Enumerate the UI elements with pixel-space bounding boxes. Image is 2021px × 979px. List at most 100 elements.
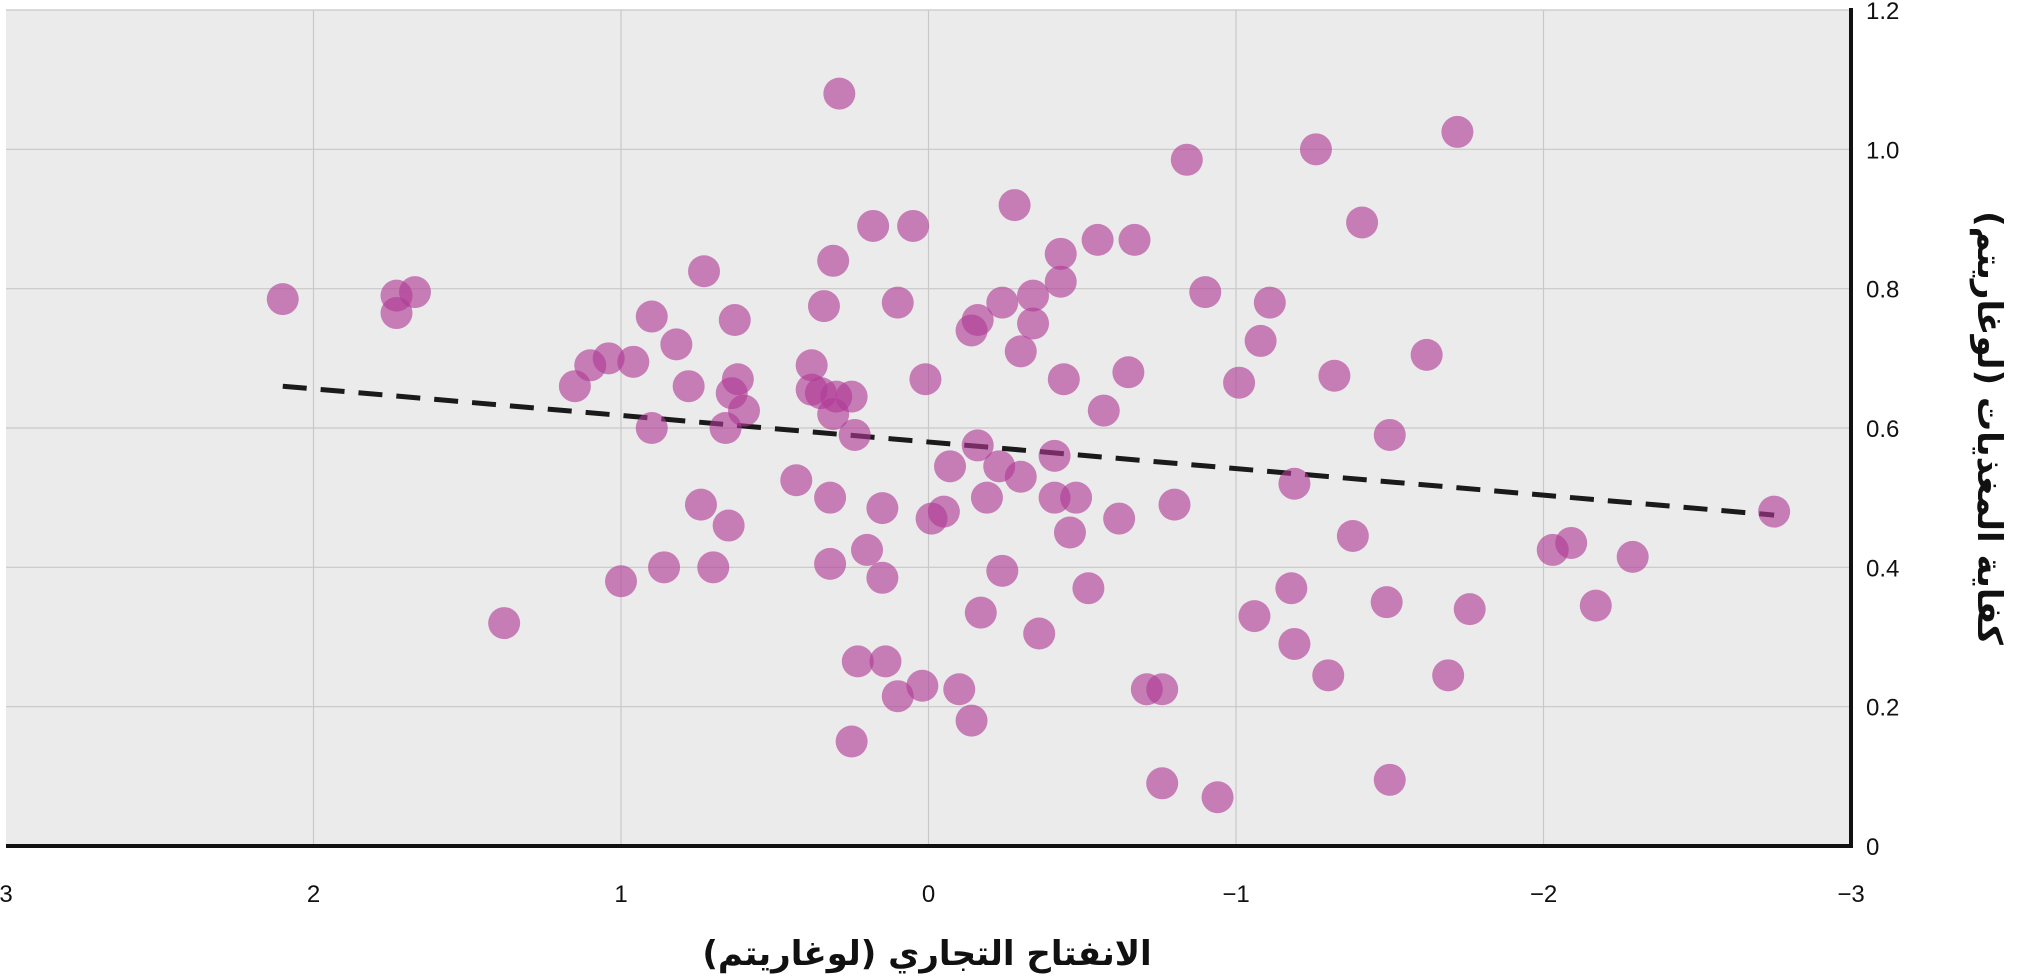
y-tick-label: 0.2: [1866, 695, 1899, 722]
data-point: [1023, 617, 1056, 650]
data-point: [1044, 265, 1077, 298]
data-point: [1373, 763, 1406, 796]
data-point: [1616, 540, 1649, 573]
data-point: [823, 77, 856, 110]
data-point: [728, 394, 760, 427]
data-point: [592, 342, 625, 375]
data-point: [1299, 133, 1332, 166]
data-point: [1336, 519, 1369, 552]
data-point: [605, 565, 637, 598]
data-point: [927, 495, 960, 528]
data-point: [1312, 659, 1345, 692]
data-point: [1072, 572, 1105, 605]
data-point: [635, 412, 668, 444]
data-point: [814, 547, 847, 580]
data-point: [672, 370, 705, 403]
data-point: [1555, 526, 1588, 559]
y-tick-label: 0.4: [1866, 555, 1899, 582]
data-point: [1170, 143, 1203, 176]
data-point: [1579, 589, 1612, 622]
y-tick-labels: 0 0.2 0.4 0.6 0.8 1.0 1.2: [1866, 0, 1899, 861]
data-point: [961, 304, 994, 337]
data-point: [795, 349, 828, 382]
y-axis-title: كفاية المغذيات (لوغاريتم): [1969, 211, 2009, 645]
x-tick-label: 1: [614, 881, 627, 908]
data-point: [835, 725, 868, 758]
data-point: [866, 492, 899, 525]
y-tick-label: 0: [1866, 834, 1879, 861]
y-tick-label: 0.6: [1866, 416, 1899, 443]
data-point: [1189, 276, 1222, 309]
data-point: [398, 276, 431, 309]
data-point: [1201, 781, 1234, 814]
data-point: [881, 286, 914, 319]
data-point: [1118, 223, 1151, 256]
data-point: [1053, 516, 1086, 549]
data-point: [1410, 338, 1443, 371]
x-tick-label: 0: [922, 881, 935, 908]
data-point: [1244, 324, 1277, 357]
data-point: [1370, 586, 1403, 619]
data-point: [866, 561, 899, 594]
data-point: [1373, 418, 1406, 451]
data-point: [857, 209, 890, 242]
y-tick-label: 0.8: [1866, 277, 1899, 304]
y-tick-label: 1.0: [1866, 137, 1899, 164]
data-point: [684, 488, 717, 521]
data-point: [835, 380, 868, 413]
data-point: [1081, 223, 1114, 256]
data-point: [838, 418, 871, 451]
data-point: [712, 509, 745, 542]
data-point: [1158, 488, 1191, 521]
data-point: [1253, 286, 1286, 319]
trendline-group: [282, 383, 1775, 518]
data-point: [814, 481, 847, 514]
data-point: [906, 669, 939, 702]
data-point: [648, 551, 681, 584]
x-tick-label: −2: [1530, 881, 1557, 908]
data-point: [807, 290, 840, 323]
data-point: [1318, 359, 1351, 392]
data-point: [1112, 356, 1145, 389]
data-point: [986, 286, 1019, 319]
data-point: [1004, 460, 1037, 493]
data-point: [869, 645, 902, 678]
data-point: [718, 304, 751, 337]
data-point: [1047, 363, 1080, 396]
data-point: [1017, 307, 1050, 340]
data-point: [851, 533, 883, 566]
data-point: [1223, 366, 1256, 399]
data-point: [488, 607, 521, 640]
data-point: [1017, 279, 1050, 312]
data-point: [998, 189, 1031, 222]
data-point: [817, 244, 850, 277]
x-tick-label: 2: [307, 881, 320, 908]
data-point: [1441, 115, 1474, 148]
data-point: [1004, 335, 1037, 368]
data-point: [881, 680, 914, 713]
data-point: [1275, 572, 1308, 605]
data-point: [961, 429, 994, 462]
x-tick-labels: 3 2 1 0 −1 −2 −3: [0, 881, 1865, 908]
data-point: [617, 345, 650, 378]
data-point: [909, 363, 942, 396]
data-point: [1238, 600, 1271, 633]
data-point: [1146, 673, 1179, 706]
data-point: [1060, 481, 1093, 514]
data-point: [1103, 502, 1136, 535]
x-tick-label: −1: [1222, 881, 1249, 908]
data-point: [1278, 467, 1311, 500]
data-point: [697, 551, 730, 584]
axes: [6, 8, 1853, 848]
data-points: [266, 77, 1791, 814]
x-tick-label: 3: [0, 881, 13, 908]
data-point: [1758, 495, 1791, 528]
data-point: [1278, 627, 1311, 660]
data-point: [964, 596, 997, 629]
trendline: [282, 383, 1775, 518]
data-point: [1146, 767, 1179, 800]
data-point: [934, 450, 967, 483]
data-point: [1044, 237, 1077, 270]
data-point: [986, 554, 1019, 587]
